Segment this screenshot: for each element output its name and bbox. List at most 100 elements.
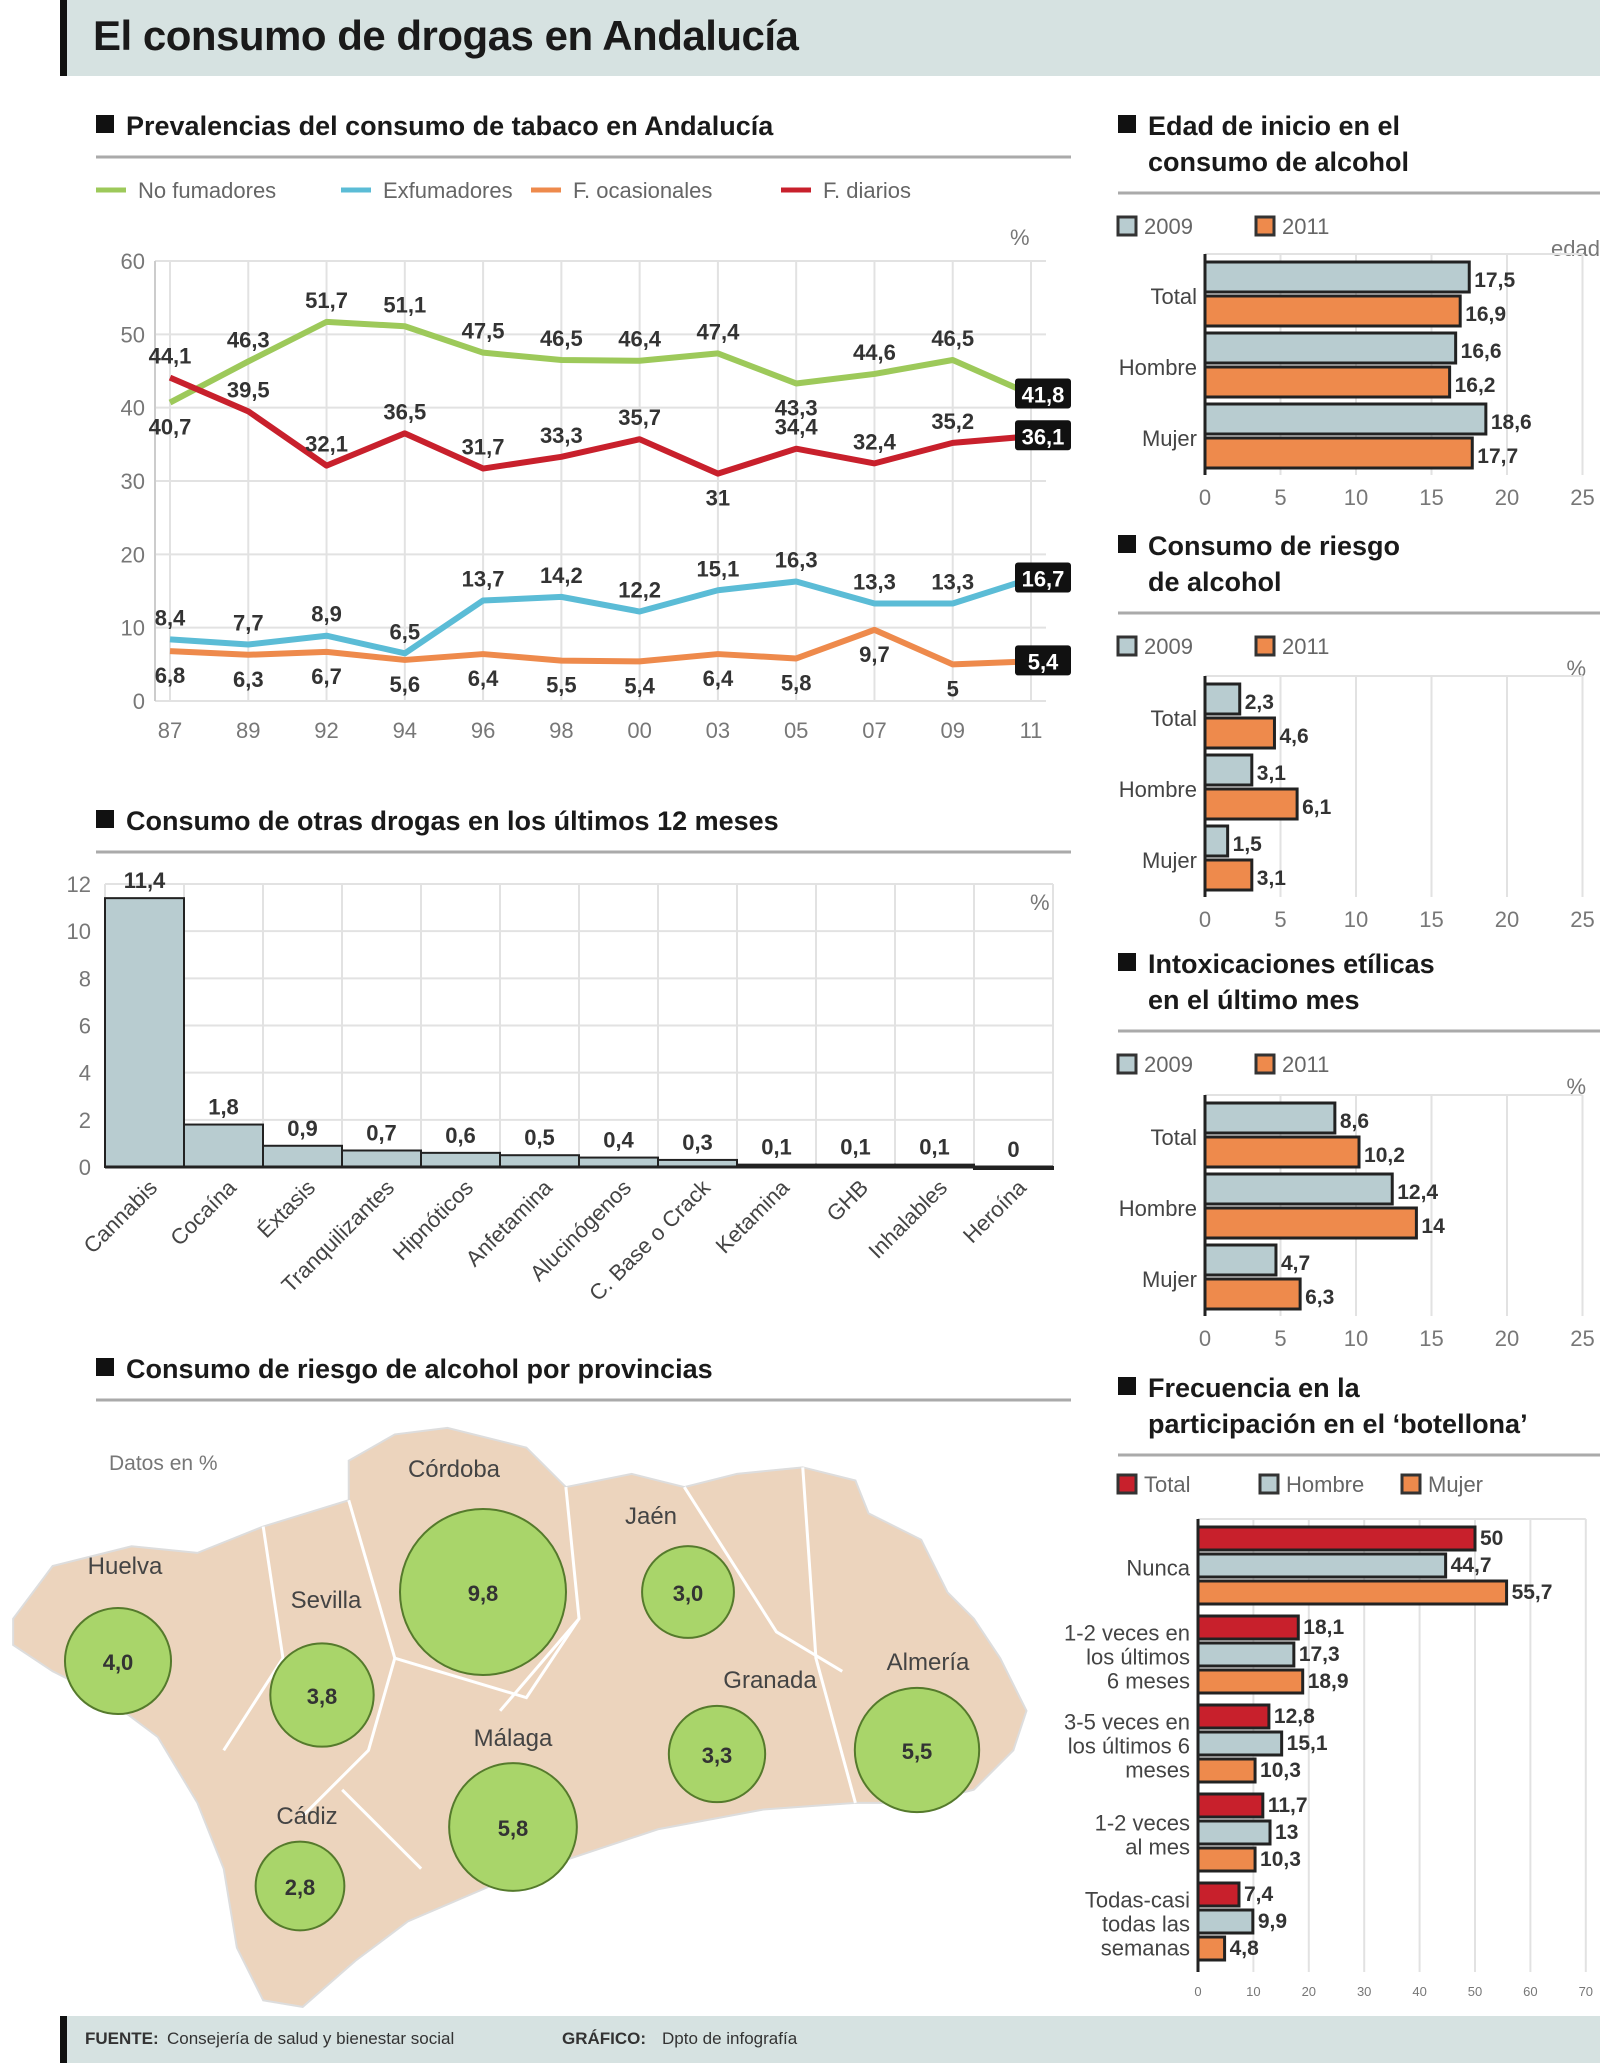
x-tick-label: 0 bbox=[1199, 1326, 1211, 1351]
bar bbox=[1203, 1172, 1394, 1206]
x-tick-label: 10 bbox=[1344, 1326, 1368, 1351]
category-label: Ketamina bbox=[711, 1174, 795, 1258]
data-label: 12,8 bbox=[1274, 1705, 1315, 1728]
x-tick-label: 30 bbox=[1357, 1984, 1371, 1999]
province-bubble bbox=[63, 1606, 173, 1716]
section-title: de alcohol bbox=[1148, 567, 1282, 597]
data-label: 7,7 bbox=[233, 611, 264, 636]
section-title: Edad de inicio en el bbox=[1148, 111, 1400, 141]
series-line bbox=[169, 575, 1032, 657]
x-tick-label: 0 bbox=[1199, 485, 1211, 510]
section-title: en el último mes bbox=[1148, 985, 1360, 1015]
data-label: 14 bbox=[1421, 1215, 1445, 1238]
category-label: los últimos 6 bbox=[1068, 1734, 1190, 1759]
data-label: 44,1 bbox=[149, 344, 192, 369]
data-label: 8,9 bbox=[311, 602, 342, 627]
legend-label: 2009 bbox=[1144, 1052, 1193, 1077]
final-value-badge bbox=[1015, 645, 1071, 676]
section-bullet-icon bbox=[96, 1358, 114, 1376]
province-border bbox=[394, 1617, 581, 1700]
data-label: 13 bbox=[1275, 1821, 1298, 1844]
data-label: 4,6 bbox=[1279, 725, 1308, 748]
x-tick-label: 89 bbox=[236, 718, 260, 743]
category-label: Todas-casi bbox=[1085, 1888, 1190, 1913]
x-tick-label: 03 bbox=[706, 718, 730, 743]
x-tick-label: 5 bbox=[1274, 907, 1286, 932]
legend-label: Total bbox=[1144, 1472, 1190, 1497]
legend-swatch bbox=[1254, 215, 1276, 237]
x-tick-label: 50 bbox=[1468, 1984, 1482, 1999]
graphic-label: GRÁFICO: bbox=[562, 2029, 647, 2048]
section-title: Prevalencias del consumo de tabaco en An… bbox=[126, 111, 774, 141]
data-label: 6,7 bbox=[311, 664, 342, 689]
section-title: Consumo de otras drogas en los últimos 1… bbox=[126, 806, 779, 836]
data-label: 12,4 bbox=[1397, 1181, 1438, 1204]
x-tick-label: 0 bbox=[1194, 1984, 1201, 1999]
data-label: 6,1 bbox=[1302, 796, 1332, 819]
data-label: 6,4 bbox=[703, 666, 734, 691]
bar bbox=[1203, 331, 1458, 365]
legend-swatch bbox=[1258, 1473, 1280, 1495]
data-label: 34,4 bbox=[775, 415, 819, 440]
legend-swatch bbox=[1400, 1473, 1422, 1495]
data-label: 10,3 bbox=[1260, 1759, 1301, 1782]
x-tick-label: 5 bbox=[1274, 485, 1286, 510]
category-label: 1-2 veces en bbox=[1064, 1621, 1190, 1646]
data-label: 3,1 bbox=[1257, 867, 1287, 890]
x-tick-label: 00 bbox=[627, 718, 651, 743]
data-label: 5,6 bbox=[390, 672, 421, 697]
legend-label: F. ocasionales bbox=[573, 178, 712, 203]
bar bbox=[104, 897, 185, 1169]
section-bullet-icon bbox=[1118, 115, 1136, 133]
y-tick-label: 12 bbox=[67, 872, 91, 897]
data-label: 0,1 bbox=[761, 1135, 792, 1160]
category-label: Total bbox=[1151, 706, 1197, 731]
data-label: 18,6 bbox=[1491, 411, 1532, 434]
bar bbox=[1203, 1135, 1361, 1169]
section-bullet-icon bbox=[96, 810, 114, 828]
bar bbox=[1196, 1641, 1296, 1668]
data-label: 4,8 bbox=[1230, 1937, 1260, 1960]
province-label: Granada bbox=[723, 1667, 817, 1694]
bubble-value: 9,8 bbox=[468, 1581, 499, 1606]
data-label: 16,6 bbox=[1461, 340, 1502, 363]
data-label: 0,1 bbox=[840, 1135, 871, 1160]
data-label: 16,3 bbox=[775, 547, 818, 572]
bubble-value: 4,0 bbox=[103, 1650, 134, 1675]
data-label: 1,8 bbox=[208, 1095, 239, 1120]
source-text: Consejería de salud y bienestar social bbox=[167, 2029, 455, 2048]
final-value-badge bbox=[1015, 420, 1071, 451]
x-tick-label: 15 bbox=[1419, 1326, 1443, 1351]
data-label: 5,8 bbox=[781, 670, 812, 695]
source-label: FUENTE: bbox=[85, 2029, 159, 2048]
map-note: Datos en % bbox=[109, 1452, 218, 1475]
bubble-value: 2,8 bbox=[285, 1875, 316, 1900]
data-label: 36,1 bbox=[1022, 424, 1065, 449]
legend-swatch bbox=[1116, 215, 1138, 237]
bar bbox=[262, 1144, 343, 1169]
bar bbox=[1203, 787, 1299, 821]
bar bbox=[1203, 402, 1488, 436]
x-tick-label: 60 bbox=[1523, 1984, 1537, 1999]
bar bbox=[1196, 1757, 1257, 1784]
y-tick-label: 6 bbox=[79, 1014, 91, 1039]
data-label: 17,5 bbox=[1474, 269, 1515, 292]
province-border bbox=[301, 1499, 397, 1818]
category-label: semanas bbox=[1101, 1936, 1190, 1961]
province-border bbox=[341, 1788, 423, 1870]
series-line bbox=[168, 374, 1032, 477]
y-tick-label: 0 bbox=[79, 1155, 91, 1180]
category-label: Éxtasis bbox=[252, 1175, 320, 1243]
x-tick-label: 25 bbox=[1570, 485, 1594, 510]
bar bbox=[341, 1149, 422, 1169]
data-label: 13,7 bbox=[462, 567, 505, 592]
y-tick-label: 60 bbox=[121, 249, 145, 274]
x-tick-label: 15 bbox=[1419, 485, 1443, 510]
data-label: 44,7 bbox=[1451, 1554, 1492, 1577]
data-label: 35,7 bbox=[618, 405, 661, 430]
bar bbox=[1203, 1206, 1418, 1240]
province-label: Málaga bbox=[474, 1725, 553, 1752]
x-tick-label: 25 bbox=[1570, 1326, 1594, 1351]
category-label: 1-2 veces bbox=[1095, 1811, 1190, 1836]
category-label: 3-5 veces en bbox=[1064, 1710, 1190, 1735]
